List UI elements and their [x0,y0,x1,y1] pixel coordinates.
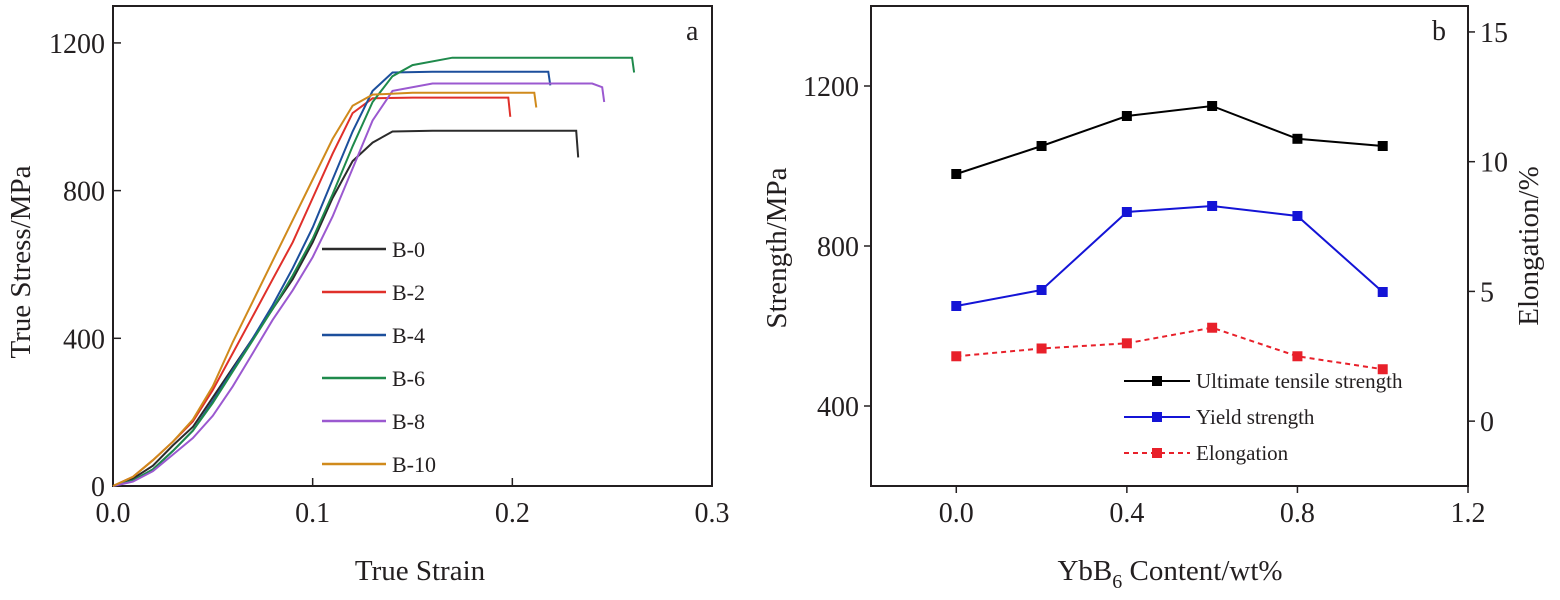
panel-b-x-axis-title: YbB6 Content/wt% [1057,555,1282,593]
data-point-ultimate-tensile-strength [1036,141,1047,151]
x-tick-label: 0.0 [96,498,131,529]
data-point-yield-strength [1292,211,1303,221]
data-point-yield-strength [1036,285,1047,295]
y-tick-label: 400 [817,392,859,423]
panel-a-ticks: 0.0 0.1 0.2 0.3 0 400 800 1200 [49,29,730,529]
series-line-ultimate-tensile-strength [955,104,1383,175]
panel-a-y-axis-title: True Stress/MPa [5,165,37,358]
legend-label-elongation: Elongation [1196,441,1289,465]
series-line-b-4 [112,70,552,487]
panel-b-legend: Ultimate tensile strength Yield strength E… [1124,369,1403,465]
data-point-yield-strength [951,301,962,311]
data-point-ultimate-tensile-strength [1121,111,1132,121]
panel-b-series [951,101,1388,375]
legend-label-b-4: B-4 [392,323,425,348]
panel-b-plot-frame [870,5,1469,487]
y2-tick-label: 5 [1480,277,1494,308]
y2-tick-label: 0 [1480,407,1494,438]
panel-a-x-axis-title: True Strain [355,555,486,587]
series-line-b-6 [112,56,636,487]
data-point-elongation [1207,322,1218,333]
data-point-elongation [1292,351,1303,362]
series-line-b-0 [112,129,580,487]
data-point-ultimate-tensile-strength [951,169,962,179]
data-point-elongation [1121,338,1132,349]
y-tick-label: 0 [91,472,105,503]
legend-label-ultimate-tensile-strength: Ultimate tensile strength [1196,369,1403,393]
data-point-yield-strength [1377,287,1388,297]
x-tick-label: 0.2 [495,498,530,529]
legend-marker-ultimate-tensile-strength [1152,376,1162,386]
legend-label-b-10: B-10 [392,452,436,477]
panel-a-series [112,56,636,487]
series-line-elongation [956,326,1383,371]
legend-label-b-6: B-6 [392,366,425,391]
y2-tick-label: 15 [1480,18,1508,49]
panel-a-stress-strain-chart: a 0.0 0.1 0.2 0.3 0 400 800 1200 True Strain Tr… [5,5,730,587]
x-tick-label: 0.8 [1280,498,1315,529]
data-point-yield-strength [1121,207,1132,217]
x-axis-title-main: YbB [1057,555,1112,587]
data-point-yield-strength [1207,201,1218,211]
data-point-ultimate-tensile-strength [1292,133,1303,144]
legend-label-b-8: B-8 [392,409,425,434]
panel-b-y2-axis-title: Elongation/% [1513,166,1545,325]
data-point-elongation [1377,364,1388,375]
legend-marker-yield-strength [1152,412,1162,422]
panel-b-strength-chart: b 0.0 0.4 0.8 1.2 400 800 1200 0 5 10 15 YbB6 Cont… [761,5,1545,593]
y-tick-label: 800 [817,232,859,263]
x-tick-label: 0.4 [1109,498,1144,529]
panel-a-plot-frame [112,5,713,487]
series-line-b-2 [112,96,512,487]
y-tick-label: 400 [63,324,105,355]
x-axis-title-suffix: Content/wt% [1122,555,1282,587]
y-tick-label: 1200 [49,29,105,60]
panel-a-label: a [686,16,699,47]
y-tick-label: 1200 [803,72,859,103]
panel-b-label: b [1432,16,1446,47]
x-axis-title-subscript: 6 [1112,571,1122,593]
legend-label-b-2: B-2 [392,280,425,305]
x-tick-label: 1.2 [1451,498,1486,529]
x-tick-label: 0.1 [295,498,330,529]
series-line-b-8 [112,82,606,487]
panel-b-ticks: 0.0 0.4 0.8 1.2 400 800 1200 0 5 10 15 [803,18,1508,529]
y2-tick-label: 10 [1480,148,1508,179]
series-line-yield-strength [956,204,1384,307]
x-tick-label: 0.3 [695,498,730,529]
data-point-ultimate-tensile-strength [1377,141,1388,151]
legend-label-b-0: B-0 [392,237,425,262]
data-point-elongation [1036,343,1047,354]
y-tick-label: 800 [63,177,105,208]
legend-label-yield-strength: Yield strength [1196,405,1315,429]
legend-marker-elongation [1152,448,1162,458]
x-tick-label: 0.0 [939,498,974,529]
panel-a-legend: B-0 B-2 B-4 B-6 B-8 B-10 [322,237,436,477]
series-line-b-10 [112,91,538,487]
data-point-ultimate-tensile-strength [1207,101,1218,111]
panel-b-y-axis-title: Strength/MPa [761,167,793,328]
data-point-elongation [951,351,962,362]
